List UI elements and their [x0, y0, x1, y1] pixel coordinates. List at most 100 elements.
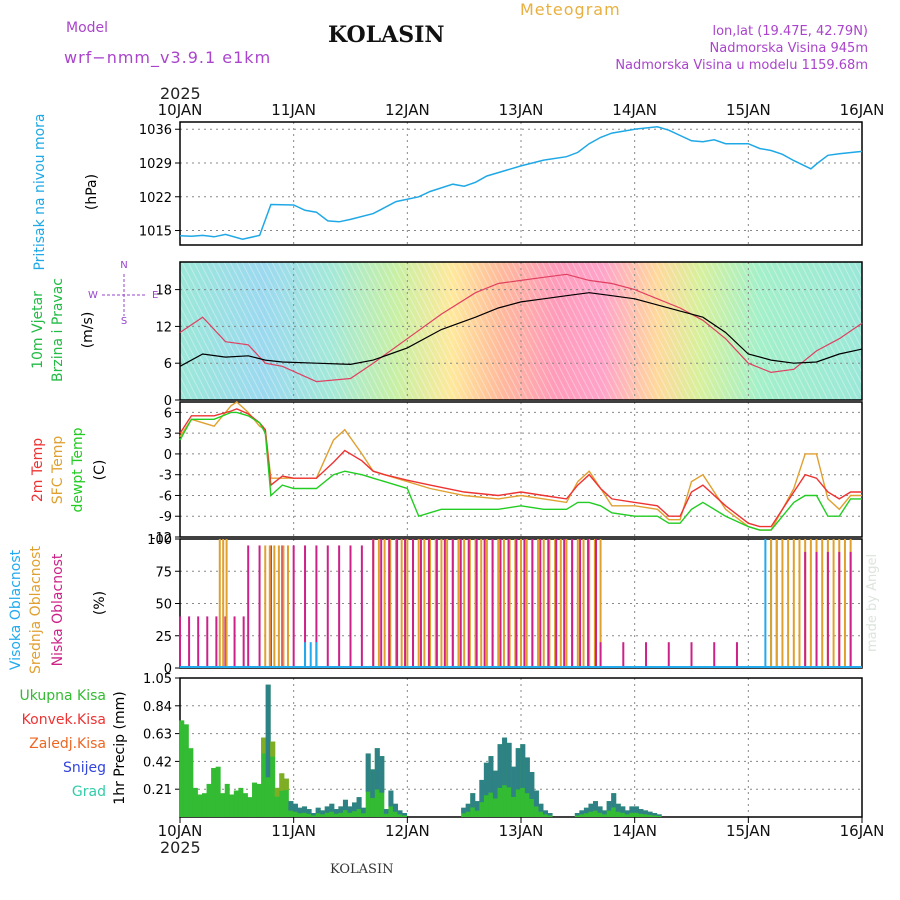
- wind-barb-hatch: [163, 261, 235, 401]
- wind-barb-hatch: [475, 261, 547, 401]
- wind-barb-hatch: [385, 261, 457, 401]
- precip-bar-snow-part: [265, 684, 271, 778]
- cloud-bar-low: [304, 545, 307, 668]
- precip-bar: [256, 783, 262, 817]
- wind-barb-hatch: [679, 261, 751, 401]
- precip-bar-snow-part: [374, 748, 380, 790]
- cloud-bar-low: [547, 539, 550, 668]
- wind-barb-hatch: [307, 261, 379, 401]
- panel-frame-pressure: [179, 121, 863, 246]
- wind-barb-hatch: [841, 261, 900, 378]
- precip-bar: [206, 783, 212, 817]
- cloud-bar-mid: [273, 545, 276, 668]
- cloud-bar-mid: [264, 545, 267, 668]
- panel-frame-wind: [179, 261, 863, 401]
- x-tick-label-top: 14JAN: [612, 101, 657, 119]
- wind-barb-hatch: [703, 261, 775, 401]
- cloud-bar-low: [349, 545, 352, 668]
- cloud-bar-mid: [383, 539, 386, 668]
- cloud-bar-mid: [417, 539, 420, 668]
- wind-barb-hatch: [805, 261, 877, 401]
- wind-axis-subtitle: Brzina i Pravac: [50, 278, 66, 382]
- precip-bar-snow-part: [602, 810, 608, 815]
- cloud-bar-low: [849, 551, 852, 668]
- high-cloud-axis-title: Visoka Oblacnost: [8, 549, 24, 670]
- wind-barb-hatch: [313, 261, 385, 401]
- wind-barb-hatch: [523, 261, 595, 401]
- x-tick-label-top: 13JAN: [499, 101, 544, 119]
- pressure-line: [179, 126, 863, 240]
- precip-bar-snow-part: [383, 809, 389, 814]
- cloud-bar-low: [579, 539, 582, 668]
- wind-barb-hatch: [289, 261, 361, 401]
- wind-hatching: [109, 261, 900, 401]
- wind-barb-hatch: [745, 261, 817, 401]
- dewpt-temp-axis-title: dewpt Temp: [70, 427, 86, 512]
- wind-barb-hatch: [847, 261, 900, 366]
- wind-barb-hatch: [115, 261, 187, 401]
- y-tick-label: 0.21: [143, 783, 172, 798]
- wind-barb-hatch: [589, 261, 661, 401]
- precip-bar-snow-part: [652, 813, 658, 816]
- precip-bar-snow-part: [543, 810, 549, 815]
- wind-barb-hatch: [223, 261, 295, 401]
- precip-bar-snow-part: [292, 803, 298, 812]
- wind-barb-hatch: [661, 261, 733, 401]
- precip-bar-snow-part: [379, 756, 385, 793]
- wind-barb-hatch: [133, 261, 205, 401]
- cloud-bar-low: [539, 539, 542, 668]
- precip-bar-snow-part: [547, 813, 553, 816]
- cloud-bar-low: [419, 539, 422, 668]
- wind-barb-hatch: [421, 261, 493, 401]
- precip-bar-snow-part: [643, 810, 649, 815]
- wind-gust-line: [179, 273, 863, 383]
- wind-barb-hatch: [685, 261, 757, 401]
- y-tick-label: 50: [155, 598, 172, 613]
- wind-barb-hatch: [643, 261, 715, 401]
- cloud-bar-low: [396, 539, 399, 668]
- wind-barb-hatch: [631, 261, 703, 401]
- precip-bar-snow-part: [461, 807, 467, 814]
- precip-bar-snow-part: [579, 810, 585, 815]
- cloud-bar-mid: [508, 539, 511, 668]
- precip-bar-snow-part: [629, 806, 635, 813]
- cloud-bar-mid: [593, 539, 596, 668]
- wind-barb-hatch: [763, 261, 835, 401]
- y-tick-label: -3: [159, 469, 172, 484]
- cloud-bar-mid: [588, 539, 591, 668]
- wind-barb-hatch: [877, 261, 900, 307]
- wind-barb-hatch: [325, 261, 397, 401]
- precip-bar: [238, 787, 244, 817]
- precip-bar: [202, 793, 208, 817]
- wind-barb-hatch: [469, 261, 541, 401]
- cloud-bar-mid: [474, 539, 477, 668]
- cloud-bar-mid: [389, 539, 392, 668]
- precip-bar-snow-part: [633, 806, 639, 813]
- wind-barb-hatch: [493, 261, 565, 401]
- wind-barb-hatch: [271, 261, 343, 401]
- wind-barb-hatch: [637, 261, 709, 401]
- wind-barb-hatch: [553, 261, 625, 401]
- wind-barb-hatch: [739, 261, 811, 401]
- wind-barb-hatch: [547, 261, 619, 401]
- precip-bar-snow-part: [338, 806, 344, 813]
- pressure-axis-title: Pritisak na nivou mora: [32, 113, 48, 270]
- precip-bar-snow-part: [320, 810, 326, 815]
- cloud-bar-low: [338, 545, 341, 668]
- wind-barb-hatch: [127, 261, 199, 401]
- wind-barb-hatch: [265, 261, 337, 401]
- x-tick-label-top: 15JAN: [726, 101, 771, 119]
- precip-bar-snow-part: [347, 806, 353, 813]
- precip-bar-snow-part: [370, 769, 376, 798]
- cloud-bar-mid: [286, 545, 289, 668]
- wind-barb-hatch: [769, 261, 841, 401]
- cloud-bar-mid: [434, 539, 437, 668]
- wind-barb-hatch: [619, 261, 691, 401]
- wind-barb-hatch: [793, 261, 865, 401]
- cloud-bar-mid: [821, 539, 824, 668]
- precip-bar-snow-part: [470, 793, 476, 808]
- cloud-bar-mid: [429, 539, 432, 668]
- mid-cloud-axis-title: Srednja Oblacnost: [28, 546, 44, 674]
- pressure-unit-label: (hPa): [84, 174, 100, 210]
- y-tick-label: 1022: [139, 191, 172, 206]
